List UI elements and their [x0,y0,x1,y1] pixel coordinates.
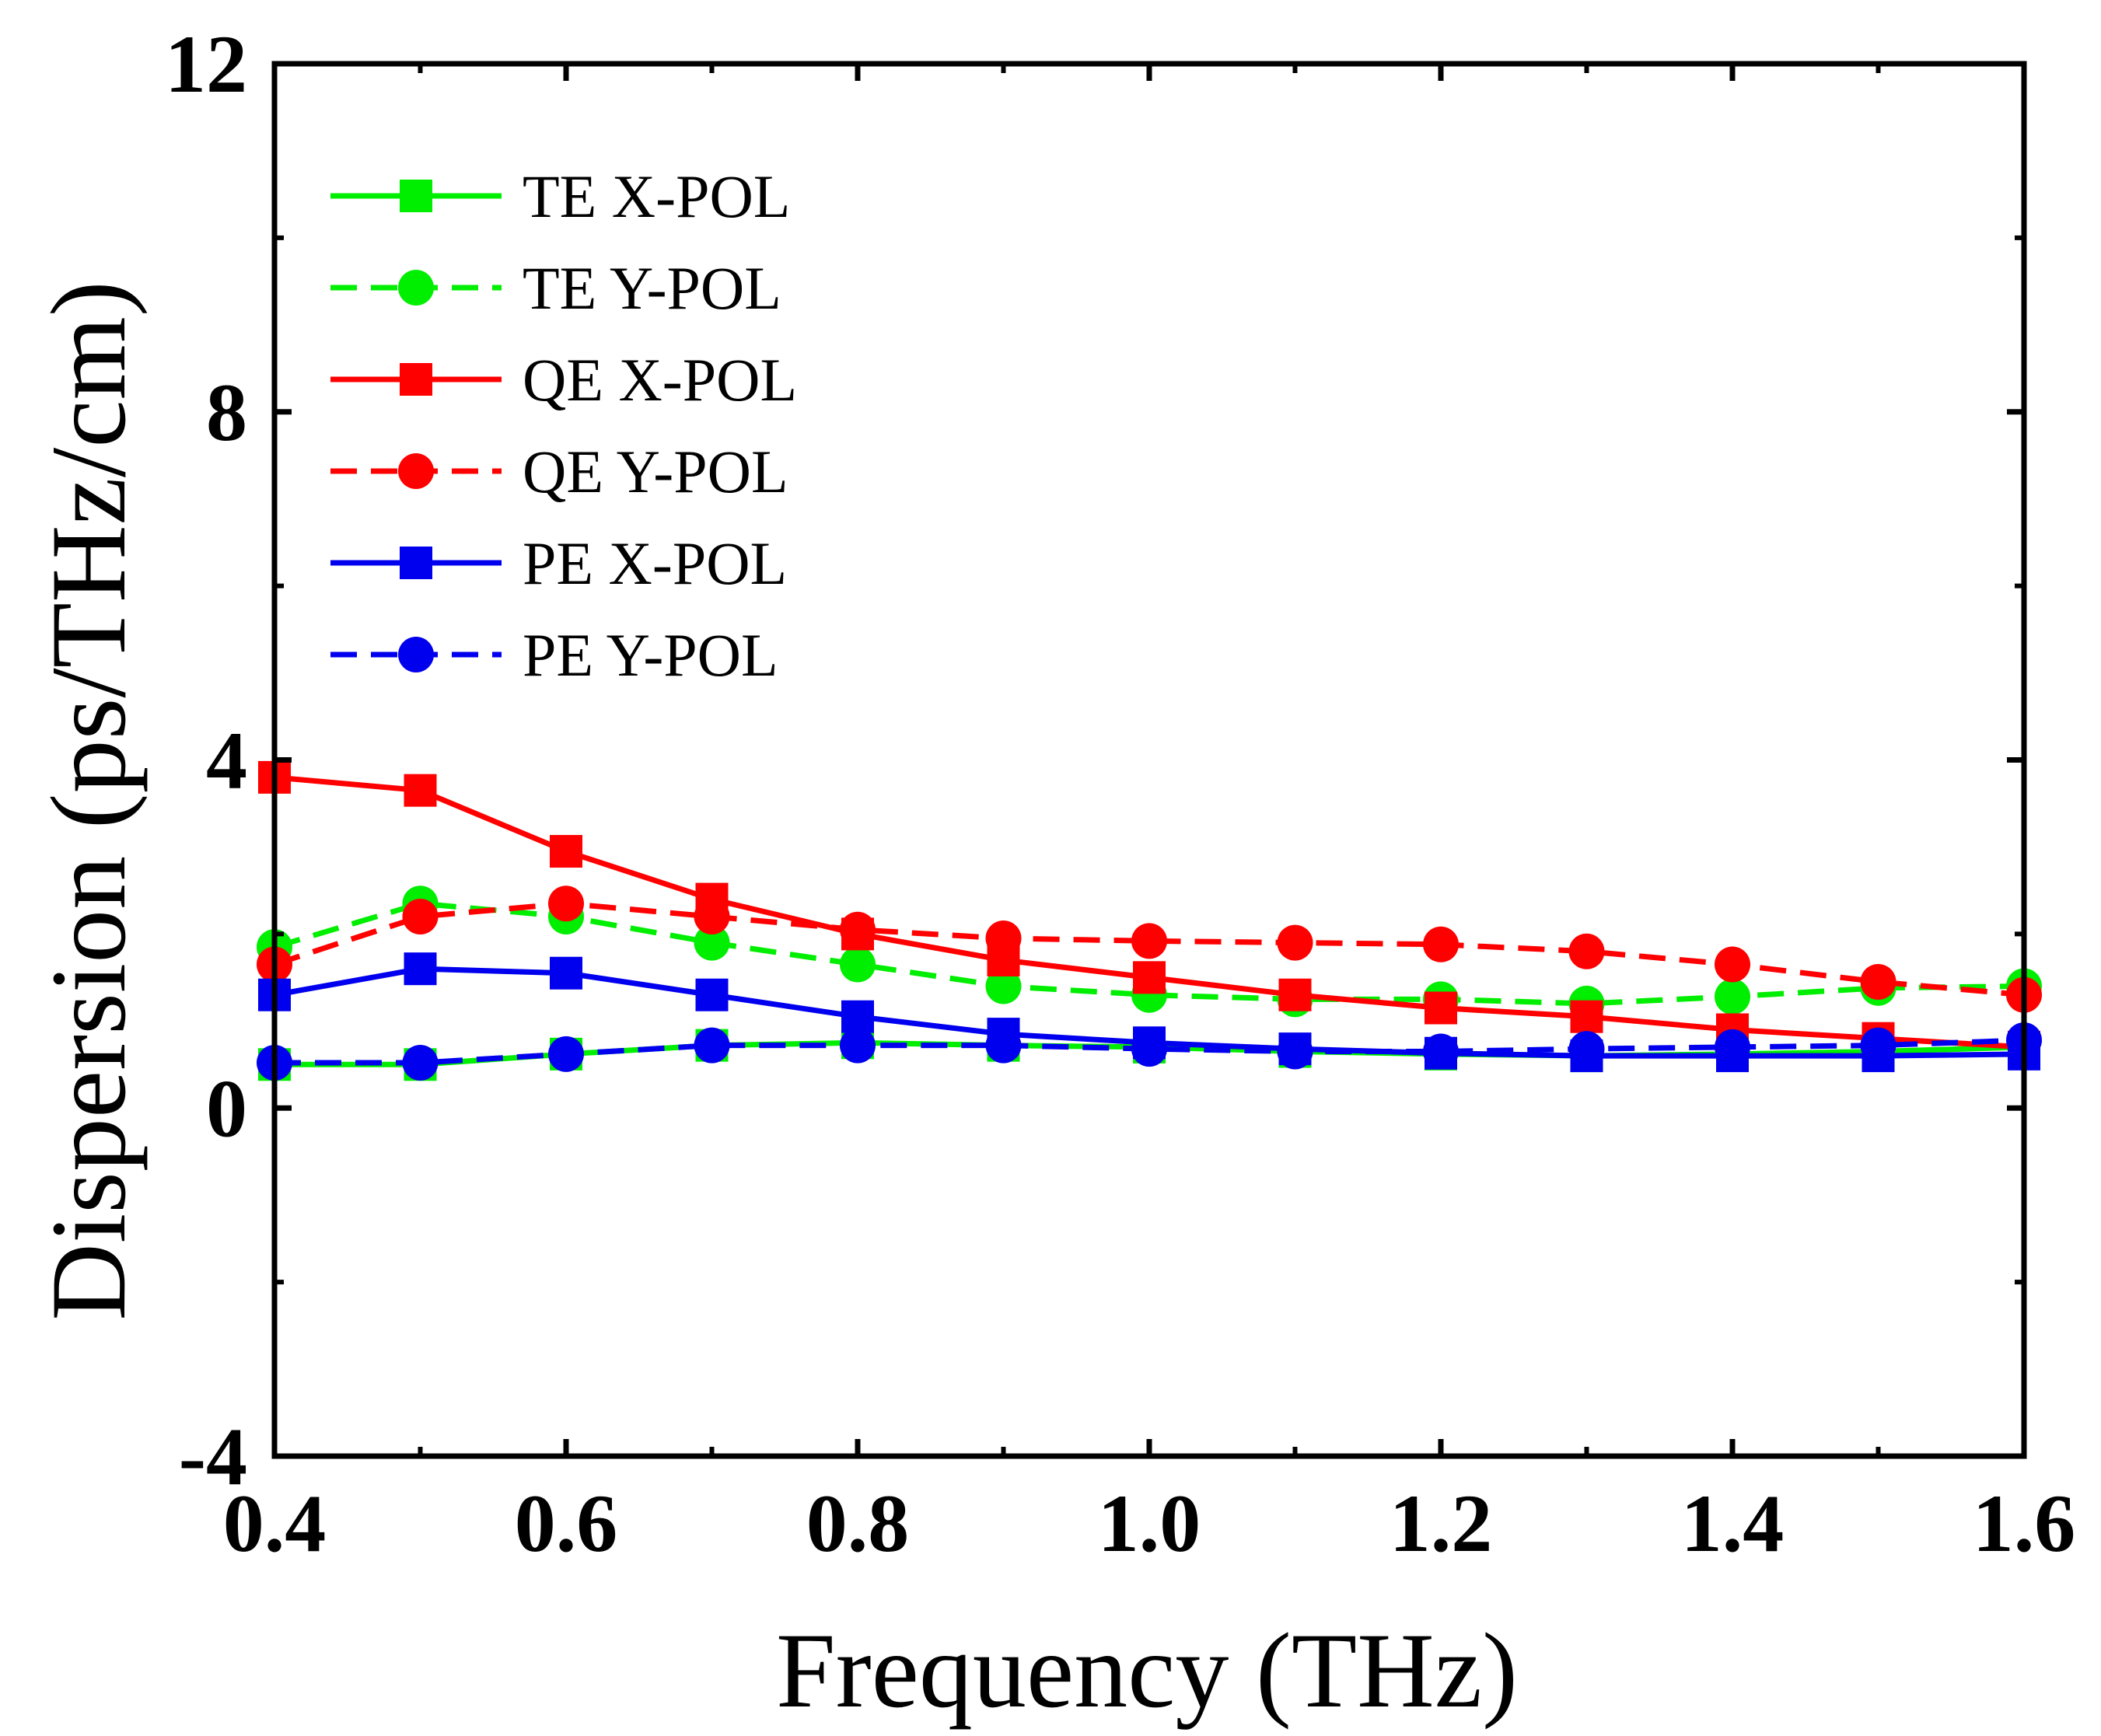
x-tick-label: 0.4 [223,1478,327,1569]
data-point [1425,991,1457,1025]
data-point [1133,961,1166,994]
legend-label: TE Y-POL [523,254,781,322]
legend-entry: PE Y-POL [330,621,778,689]
data-point [1568,1031,1605,1067]
legend-entry: TE X-POL [330,162,790,230]
legend-label: TE X-POL [523,162,790,230]
data-point [1278,978,1312,1011]
data-point [1423,926,1459,962]
data-point [404,774,437,807]
data-point [1277,924,1313,961]
x-tick-label: 1.2 [1390,1478,1493,1569]
legend-marker [398,270,434,306]
data-point [1131,923,1167,959]
legend-marker [400,180,432,212]
data-point [985,968,1022,1004]
data-point [1860,963,1896,1000]
legend-marker [400,547,432,579]
data-point [694,924,730,961]
data-point [1277,1033,1313,1070]
data-point [550,956,582,990]
data-point [1131,1031,1167,1067]
x-tick-label: 0.8 [806,1478,910,1569]
legend-marker [400,363,432,396]
legend-label: QE Y-POL [523,438,788,505]
legend-label: PE Y-POL [523,621,778,689]
legend-label: QE X-POL [523,346,797,414]
data-point [1715,946,1750,983]
data-point [1423,1033,1459,1070]
data-point [548,1036,584,1072]
legend-label: PE X-POL [523,529,787,597]
legend-entry: QE X-POL [330,346,797,414]
y-tick-label: 4 [206,715,247,806]
y-tick-label: 8 [206,367,247,458]
data-point [840,1027,876,1064]
x-tick-label: 1.4 [1681,1478,1785,1569]
data-point [985,920,1022,956]
legend-marker [398,637,434,672]
data-point [550,835,582,868]
legend-entry: PE X-POL [330,529,787,597]
data-point [1860,1027,1896,1064]
x-axis-title: Frequency (THz) [776,1611,1518,1730]
data-point [985,1027,1022,1064]
data-point [1570,1000,1603,1033]
data-point [402,1045,439,1081]
data-point [695,978,729,1011]
legend-entry: QE Y-POL [330,438,788,505]
y-axis-title: Dispersion (ps/THz/cm) [29,281,148,1321]
data-point [694,898,730,934]
legend: TE X-POL TE Y-POL QE X-POL QE Y-POL PE X-POL… [330,162,797,689]
axes-layer: 0.4 0.6 0.8 1.0 1.2 1.4 1.6 -4 0 4 8 12 [165,19,2075,1569]
data-point [694,1027,730,1064]
legend-marker [398,453,434,489]
x-tick-label: 1.0 [1098,1478,1201,1569]
y-tick-label: -4 [179,1411,247,1502]
x-tick-label: 0.6 [515,1478,618,1569]
data-point [840,946,876,983]
data-point [548,885,584,922]
legend-entry: TE Y-POL [330,254,781,322]
x-tick-label: 1.6 [1973,1478,2076,1569]
y-tick-label: 12 [165,19,247,110]
data-point [1568,933,1605,969]
data-point [1715,978,1750,1015]
data-point [840,911,876,948]
series-pe-y-pol [257,1022,2042,1081]
y-tick-label: 0 [206,1063,247,1154]
data-point [1715,1029,1750,1065]
data-point [404,952,437,986]
data-point [402,898,439,934]
